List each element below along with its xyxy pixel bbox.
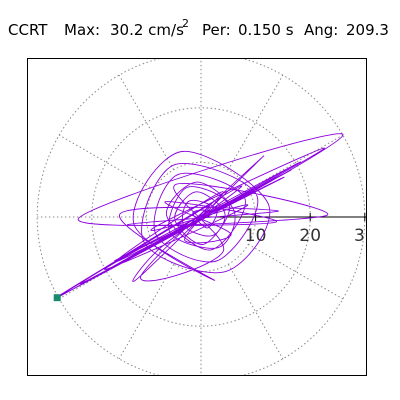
plot-frame: 10 20 30 <box>27 58 367 376</box>
motion-trace-0 <box>55 133 344 299</box>
polar-plot: 10 20 30 <box>36 59 366 375</box>
header-bar: CCRT Max: 30.2 cm/s 2 Per: 0.150 s Ang: … <box>8 17 389 39</box>
peak-marker <box>53 294 61 302</box>
radial-axis: 10 20 30 <box>201 213 366 246</box>
radial-tick-label-10: 10 <box>245 226 267 246</box>
grid-spoke-150 <box>58 134 154 191</box>
max-label: Max: <box>64 21 100 39</box>
grid-spoke-120 <box>118 74 175 170</box>
radial-tick-label-20: 20 <box>299 226 321 246</box>
motion-trace-layer <box>55 133 344 299</box>
angle-value: 209.3 <box>346 21 389 39</box>
max-value: 30.2 cm/s <box>110 21 184 39</box>
max-exponent: 2 <box>182 17 189 30</box>
radial-tick-label-30: 30 <box>354 226 366 246</box>
marker-layer <box>53 294 61 302</box>
grid-spoke-300 <box>227 264 284 360</box>
period-value: 0.150 s <box>238 21 294 39</box>
grid-spoke-60 <box>227 74 284 170</box>
period-label: Per: <box>202 21 231 39</box>
angle-label: Ang: <box>304 21 338 39</box>
station-name: CCRT <box>8 21 48 39</box>
